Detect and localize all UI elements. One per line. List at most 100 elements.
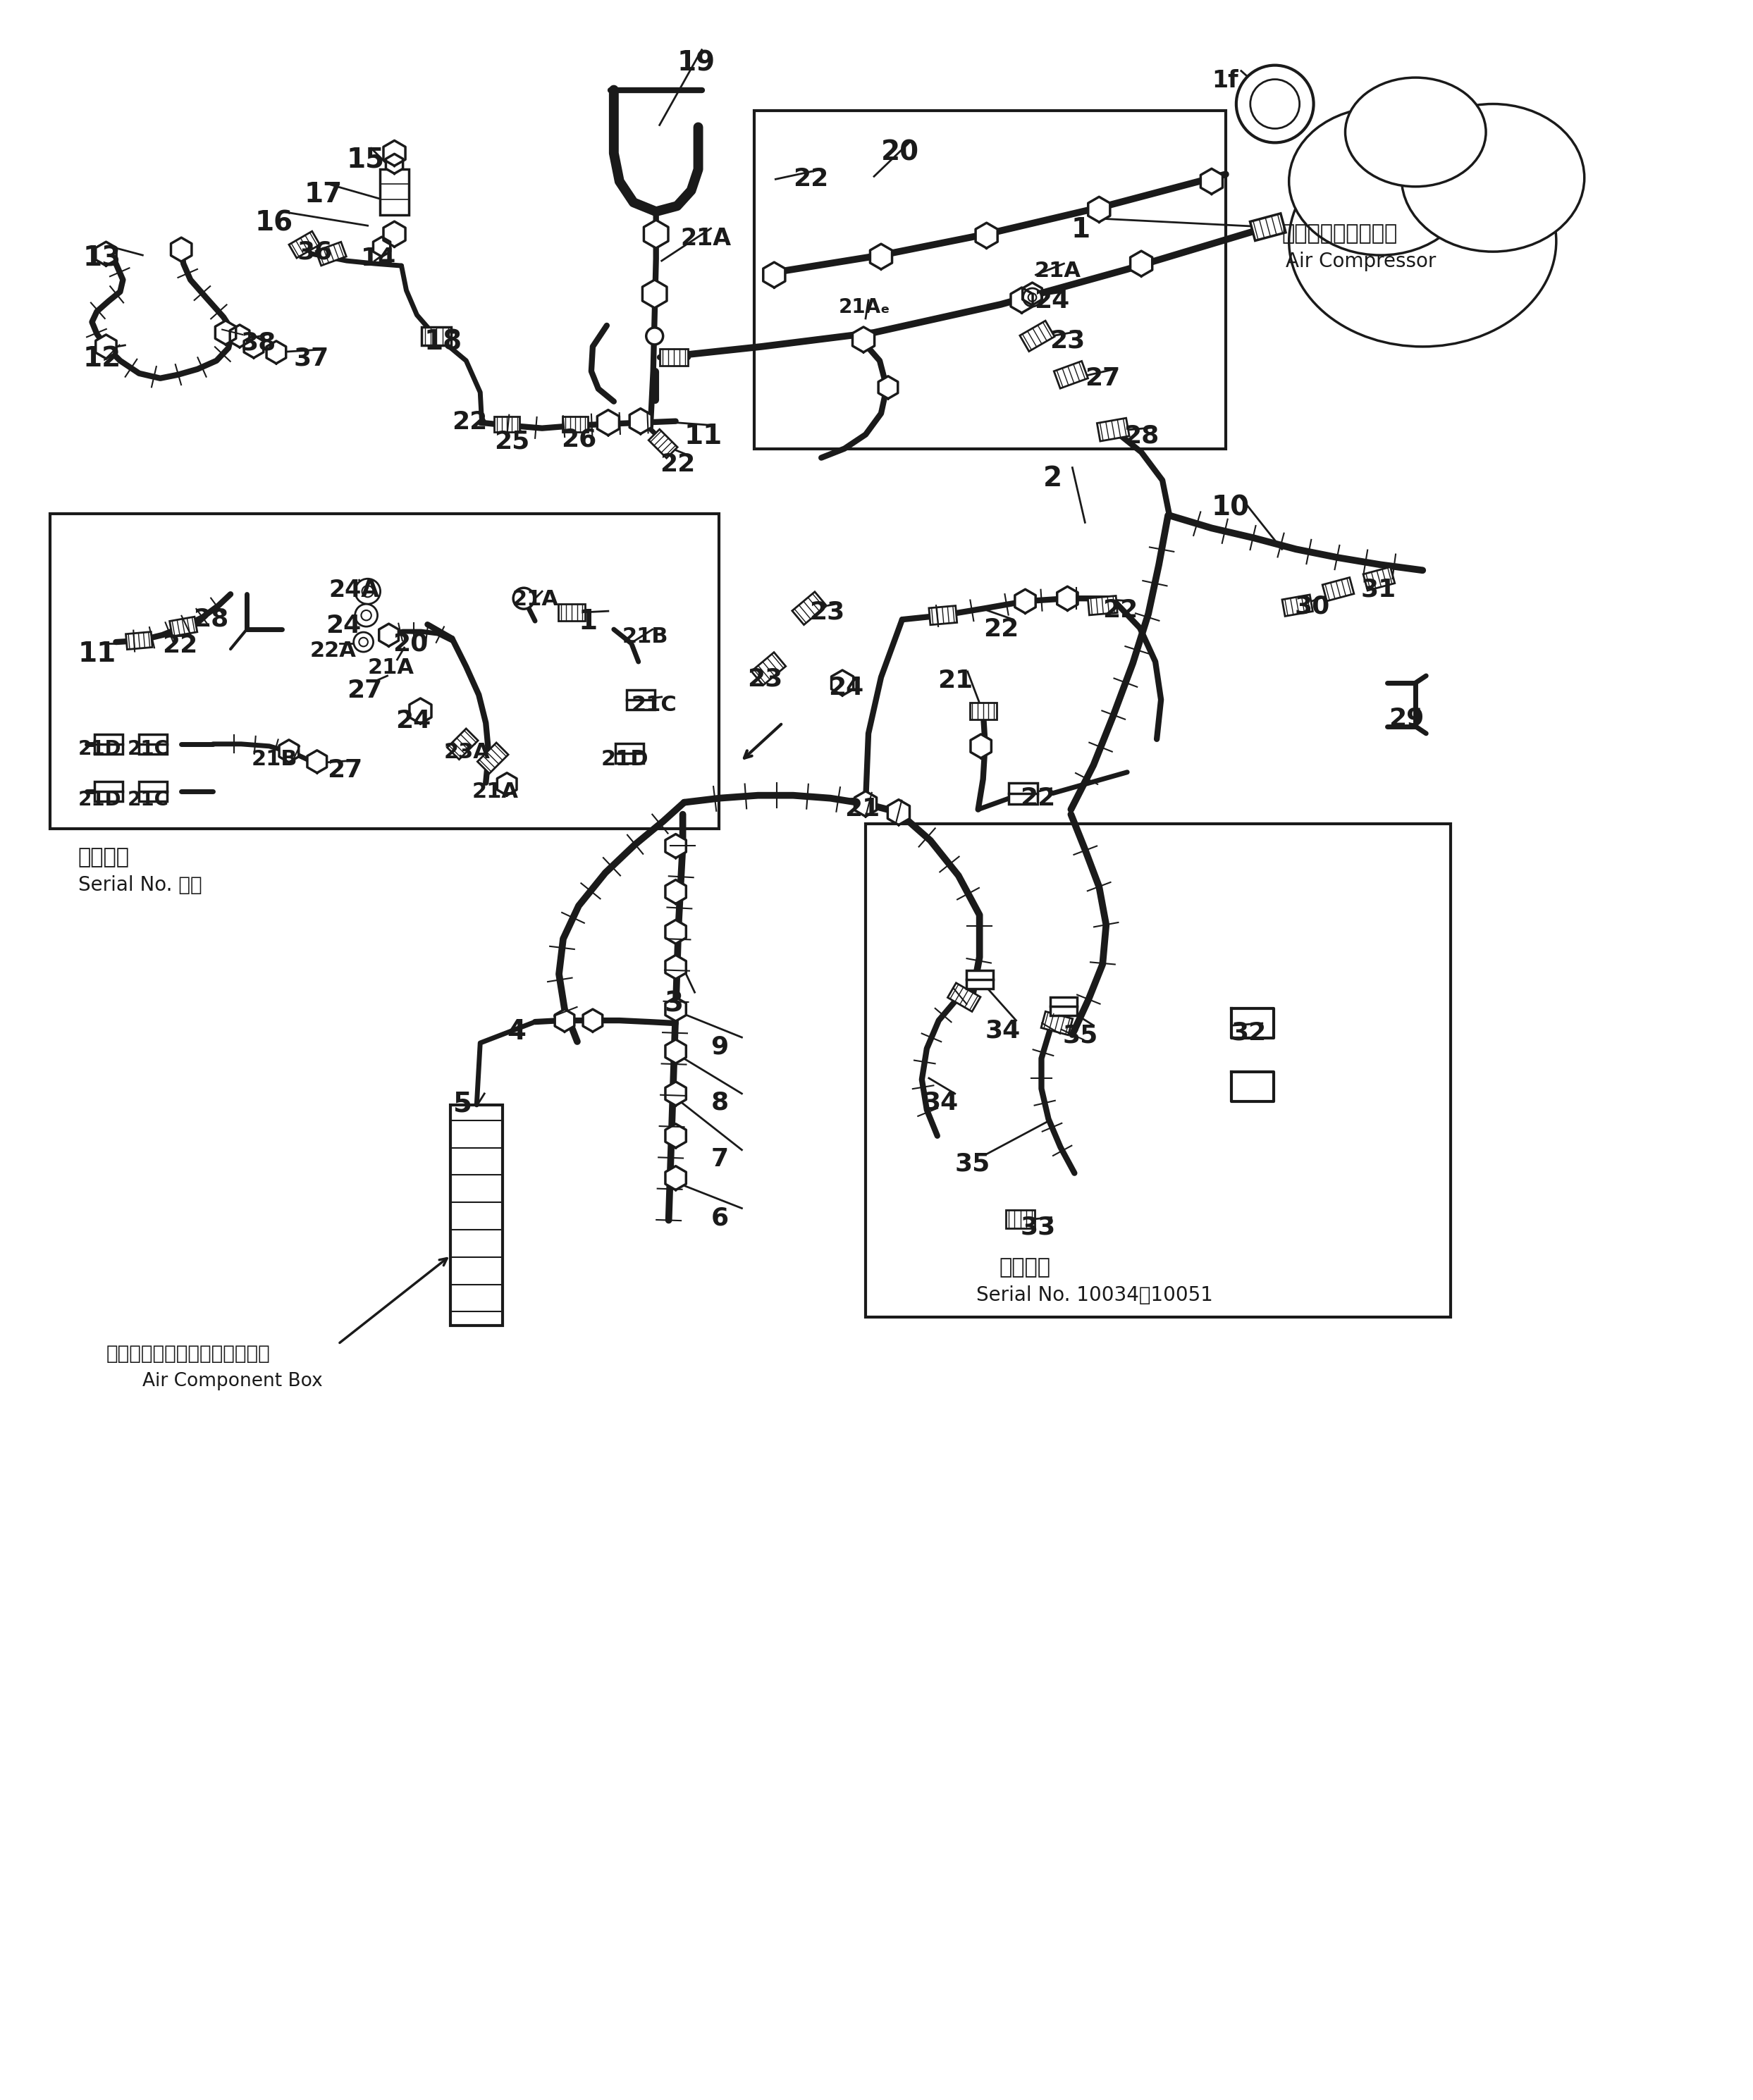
Polygon shape bbox=[666, 1082, 685, 1105]
Text: 21A: 21A bbox=[1034, 260, 1082, 281]
Text: 22A: 22A bbox=[310, 640, 356, 662]
Polygon shape bbox=[279, 739, 298, 762]
Polygon shape bbox=[384, 220, 405, 246]
Polygon shape bbox=[216, 321, 237, 344]
Text: 24: 24 bbox=[829, 676, 864, 699]
Circle shape bbox=[1250, 80, 1299, 128]
Bar bbox=[126, 632, 153, 649]
Circle shape bbox=[1029, 294, 1036, 302]
Polygon shape bbox=[498, 773, 517, 796]
Ellipse shape bbox=[1401, 103, 1585, 252]
Ellipse shape bbox=[1345, 78, 1487, 187]
Text: 17: 17 bbox=[305, 181, 342, 208]
Text: 34: 34 bbox=[924, 1090, 959, 1115]
Text: Serial No. 10034～10051: Serial No. 10034～10051 bbox=[976, 1285, 1213, 1306]
Bar bbox=[754, 111, 1225, 449]
Text: 22: 22 bbox=[452, 410, 487, 435]
Bar bbox=[289, 231, 319, 258]
Text: Air Compressor: Air Compressor bbox=[1285, 252, 1436, 271]
Bar bbox=[1097, 418, 1129, 441]
Bar bbox=[1054, 361, 1089, 388]
Text: 26: 26 bbox=[561, 428, 596, 452]
Polygon shape bbox=[384, 141, 405, 166]
Text: 2: 2 bbox=[1043, 464, 1062, 491]
Bar bbox=[1322, 578, 1353, 601]
Text: エアーコンポーネントボックス: エアーコンポーネントボックス bbox=[105, 1344, 270, 1363]
Polygon shape bbox=[666, 1124, 685, 1149]
Polygon shape bbox=[96, 334, 116, 359]
Text: 22: 22 bbox=[983, 617, 1018, 640]
Polygon shape bbox=[96, 242, 116, 267]
Polygon shape bbox=[1022, 284, 1041, 304]
Text: Serial No. ・～: Serial No. ・～ bbox=[77, 876, 202, 895]
Bar bbox=[966, 970, 992, 989]
Text: 21: 21 bbox=[845, 796, 880, 821]
Circle shape bbox=[361, 586, 373, 596]
Bar bbox=[1050, 998, 1078, 1016]
Bar bbox=[138, 735, 167, 754]
Polygon shape bbox=[666, 920, 685, 943]
Polygon shape bbox=[763, 262, 785, 288]
Polygon shape bbox=[666, 956, 685, 979]
Polygon shape bbox=[410, 699, 431, 724]
Text: 21A: 21A bbox=[512, 590, 559, 609]
Text: 21A: 21A bbox=[680, 227, 731, 250]
Bar bbox=[49, 514, 719, 827]
Polygon shape bbox=[666, 1040, 685, 1063]
Text: 22: 22 bbox=[1020, 785, 1055, 811]
Text: 33: 33 bbox=[1020, 1216, 1055, 1239]
Text: 23: 23 bbox=[810, 601, 845, 624]
Text: 8: 8 bbox=[712, 1090, 729, 1115]
Text: 22: 22 bbox=[1103, 598, 1138, 622]
Bar bbox=[969, 704, 996, 720]
Text: 23A: 23A bbox=[444, 741, 491, 762]
Text: 21C: 21C bbox=[631, 695, 677, 716]
Text: 22: 22 bbox=[792, 168, 829, 191]
Text: 12: 12 bbox=[82, 344, 121, 372]
Text: 27: 27 bbox=[347, 678, 382, 704]
Polygon shape bbox=[379, 624, 398, 647]
Text: 21C: 21C bbox=[128, 739, 168, 758]
Polygon shape bbox=[666, 834, 685, 859]
Text: 30: 30 bbox=[1295, 594, 1331, 617]
Circle shape bbox=[356, 580, 380, 605]
Text: 29: 29 bbox=[1388, 708, 1425, 731]
Polygon shape bbox=[1089, 197, 1110, 223]
Text: 16: 16 bbox=[256, 210, 293, 235]
Text: 21C: 21C bbox=[128, 790, 168, 808]
Text: 35: 35 bbox=[1062, 1023, 1097, 1048]
Bar bbox=[563, 416, 587, 433]
Text: 11: 11 bbox=[77, 640, 116, 668]
Bar bbox=[1364, 567, 1395, 590]
Text: 20: 20 bbox=[882, 139, 919, 166]
Text: 23: 23 bbox=[1050, 330, 1085, 353]
Circle shape bbox=[359, 638, 368, 647]
Bar bbox=[557, 605, 586, 622]
Circle shape bbox=[514, 588, 535, 609]
Text: 27: 27 bbox=[1085, 365, 1120, 391]
Text: 1: 1 bbox=[578, 609, 598, 634]
Bar bbox=[948, 983, 980, 1012]
Ellipse shape bbox=[1288, 107, 1473, 256]
Circle shape bbox=[647, 328, 663, 344]
Polygon shape bbox=[1011, 288, 1033, 313]
Polygon shape bbox=[831, 670, 854, 695]
Circle shape bbox=[1024, 288, 1041, 307]
Bar bbox=[138, 781, 167, 800]
Polygon shape bbox=[373, 237, 391, 256]
Bar bbox=[1008, 783, 1038, 804]
Polygon shape bbox=[266, 340, 286, 363]
Bar bbox=[447, 729, 479, 760]
Text: 27: 27 bbox=[326, 758, 363, 781]
Text: 1f: 1f bbox=[1211, 69, 1238, 92]
Polygon shape bbox=[666, 998, 685, 1021]
Circle shape bbox=[356, 605, 377, 626]
Text: 14: 14 bbox=[361, 246, 396, 271]
Text: エアーコンプレッサ: エアーコンプレッサ bbox=[1281, 223, 1397, 244]
Text: 19: 19 bbox=[677, 50, 715, 76]
Circle shape bbox=[1236, 65, 1313, 143]
Text: 24A: 24A bbox=[330, 580, 380, 603]
Bar bbox=[752, 653, 785, 685]
Polygon shape bbox=[643, 220, 668, 248]
Bar bbox=[95, 781, 123, 800]
